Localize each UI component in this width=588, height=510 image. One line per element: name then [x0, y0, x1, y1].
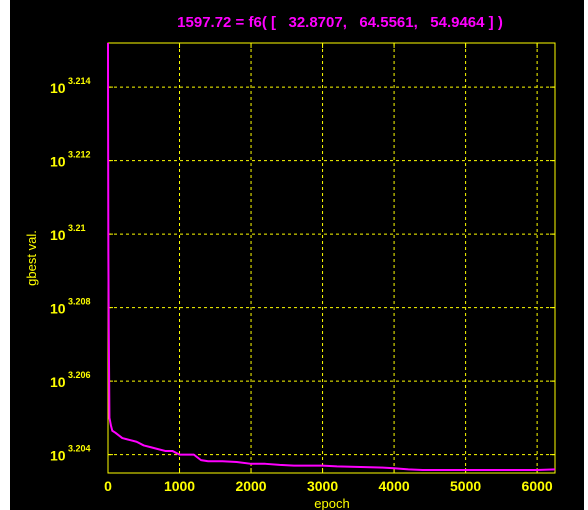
- y-tick-exponent-1: 3.206: [68, 370, 91, 380]
- x-tick-label-4: 4000: [379, 478, 410, 494]
- y-axis-label: gbest val.: [24, 230, 39, 286]
- y-tick-exponent-5: 3.214: [68, 76, 91, 86]
- x-tick-label-3: 3000: [307, 478, 338, 494]
- y-tick-label-3: 10: [50, 227, 66, 243]
- chart-title: 1597.72 = f6( [ 32.8707, 64.5561, 54.946…: [177, 14, 503, 31]
- chart-panel: [10, 0, 584, 510]
- y-tick-exponent-3: 3.21: [68, 223, 86, 233]
- x-tick-label-1: 1000: [164, 478, 195, 494]
- x-tick-label-0: 0: [104, 478, 112, 494]
- y-tick-label-2: 10: [50, 301, 66, 317]
- y-tick-label-1: 10: [50, 374, 66, 390]
- x-tick-label-5: 5000: [450, 478, 481, 494]
- y-tick-label-0: 10: [50, 448, 66, 464]
- y-tick-label-5: 10: [50, 80, 66, 96]
- y-tick-exponent-4: 3.212: [68, 150, 91, 160]
- y-tick-exponent-0: 3.204: [68, 444, 91, 454]
- x-tick-label-6: 6000: [522, 478, 553, 494]
- y-tick-exponent-2: 3.208: [68, 297, 91, 307]
- x-tick-label-2: 2000: [235, 478, 266, 494]
- x-axis-label: epoch: [314, 496, 349, 510]
- series-line-0: [107, 42, 556, 472]
- y-tick-label-4: 10: [50, 154, 66, 170]
